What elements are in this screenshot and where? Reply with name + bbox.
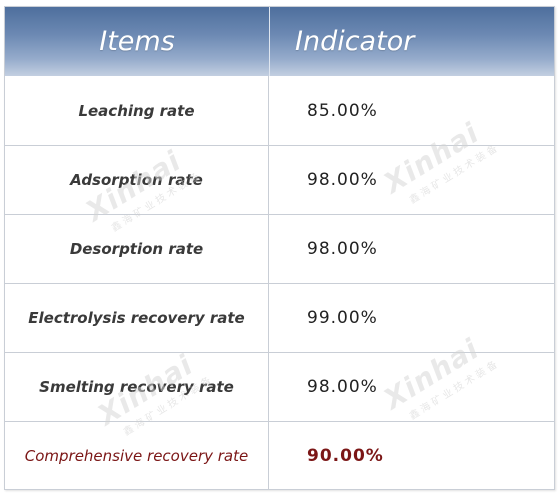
header-indicator: Indicator bbox=[295, 26, 415, 57]
table-row: Desorption rate 98.00% bbox=[5, 214, 554, 283]
row-indicator-value: 85.00% bbox=[307, 100, 378, 121]
row-item-label: Adsorption rate bbox=[5, 146, 269, 214]
row-item-label: Leaching rate bbox=[5, 76, 269, 145]
row-item-label: Smelting recovery rate bbox=[5, 353, 269, 421]
table-body: Leaching rate 85.00% Adsorption rate 98.… bbox=[5, 76, 554, 490]
indicator-table: Items Indicator Leaching rate 85.00% Ads… bbox=[4, 6, 555, 490]
row-item-label: Desorption rate bbox=[5, 215, 269, 283]
row-indicator-value: 99.00% bbox=[307, 308, 378, 328]
row-indicator-value: 98.00% bbox=[307, 377, 378, 397]
table-row: Adsorption rate 98.00% bbox=[5, 145, 554, 214]
row-indicator-value: 98.00% bbox=[307, 239, 378, 259]
table-header-row: Items Indicator bbox=[5, 7, 554, 76]
table-row: Electrolysis recovery rate 99.00% bbox=[5, 283, 554, 352]
table-row-highlight: Comprehensive recovery rate 90.00% bbox=[5, 421, 554, 490]
row-indicator-value: 90.00% bbox=[307, 446, 384, 466]
table-row: Leaching rate 85.00% bbox=[5, 76, 554, 145]
header-items: Items bbox=[5, 7, 270, 76]
row-item-label: Electrolysis recovery rate bbox=[5, 284, 269, 352]
table-row: Smelting recovery rate 98.00% bbox=[5, 352, 554, 421]
row-indicator-value: 98.00% bbox=[307, 170, 378, 190]
row-item-label: Comprehensive recovery rate bbox=[5, 422, 269, 490]
